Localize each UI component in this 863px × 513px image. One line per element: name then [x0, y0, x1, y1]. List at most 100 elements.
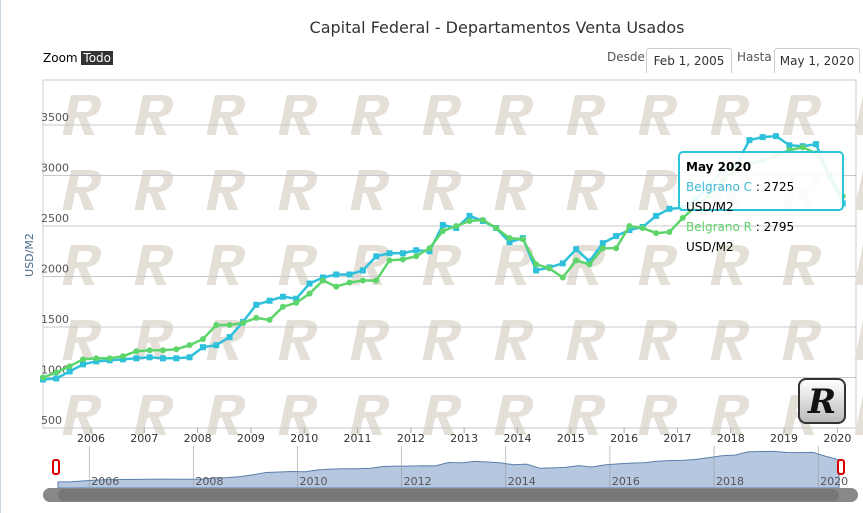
data-point	[293, 299, 300, 306]
data-point	[213, 342, 220, 349]
data-point	[533, 267, 540, 274]
navigator-tick-label: 2020	[820, 475, 848, 488]
tooltip-series-name: Belgrano C	[686, 180, 752, 194]
data-point	[133, 355, 140, 362]
data-point	[533, 261, 540, 268]
data-point	[679, 214, 686, 221]
data-point	[573, 257, 580, 264]
zoom-all-button[interactable]: Todo	[81, 51, 114, 65]
data-point	[53, 369, 60, 376]
data-point	[226, 321, 233, 328]
to-date-input[interactable]: May 1, 2020	[774, 48, 860, 73]
data-point	[653, 230, 660, 237]
data-point	[306, 280, 313, 287]
navigator-tick-label: 2016	[612, 475, 640, 488]
data-point	[453, 223, 460, 229]
watermark-icon	[566, 320, 605, 360]
data-point	[426, 245, 433, 252]
data-point	[586, 258, 593, 265]
from-label: Desde	[607, 50, 645, 64]
data-point	[333, 271, 340, 278]
x-tick-label: 2019	[770, 432, 798, 445]
data-point	[666, 205, 673, 212]
data-point	[399, 250, 406, 257]
data-point	[159, 347, 166, 354]
navigator-tick-label: 2018	[716, 475, 744, 488]
data-point	[466, 217, 473, 224]
x-tick-label: 2007	[130, 432, 158, 445]
data-point	[173, 355, 180, 362]
watermark-icon	[710, 245, 749, 285]
data-point	[386, 250, 393, 257]
data-point	[119, 353, 126, 360]
data-point	[506, 239, 513, 246]
data-point	[319, 277, 326, 284]
data-point	[319, 274, 326, 281]
y-tick-label: 2500	[41, 212, 69, 225]
data-point	[799, 144, 806, 151]
navigator-tick-label: 2010	[300, 475, 328, 488]
data-point	[413, 247, 420, 254]
y-tick-label: 500	[41, 414, 62, 427]
watermark-icon	[206, 395, 245, 435]
watermark-icon	[62, 170, 101, 210]
data-point	[359, 267, 366, 274]
data-point	[79, 361, 86, 368]
x-tick-label: 2010	[290, 432, 318, 445]
data-point	[439, 228, 446, 235]
data-point	[53, 375, 60, 382]
watermark-icon	[350, 320, 389, 360]
watermark-icon	[134, 395, 173, 435]
zoom-label: Zoom	[43, 51, 78, 65]
y-tick-label: 3500	[41, 111, 69, 124]
data-point	[66, 363, 73, 370]
scrollbar-thumb[interactable]	[58, 489, 839, 501]
x-tick-label: 2013	[450, 432, 478, 445]
data-point	[186, 342, 193, 349]
data-point	[626, 227, 633, 234]
data-point	[599, 240, 606, 247]
data-point	[186, 354, 193, 361]
watermark-icon	[422, 170, 461, 210]
watermark-icon	[134, 245, 173, 285]
watermark-icon	[278, 320, 317, 360]
navigator-handle	[837, 459, 845, 475]
x-tick-label: 2009	[237, 432, 265, 445]
data-point	[173, 346, 180, 353]
data-point	[773, 133, 780, 140]
data-point	[346, 279, 353, 286]
data-point	[386, 257, 393, 264]
x-tick-label: 2016	[610, 432, 638, 445]
navigator-handle	[52, 459, 60, 475]
x-tick-label: 2008	[184, 432, 212, 445]
data-point	[253, 301, 260, 308]
data-point	[199, 344, 206, 351]
watermark-icon	[278, 170, 317, 210]
from-date-input[interactable]: Feb 1, 2005	[646, 48, 732, 73]
watermark-icon	[422, 320, 461, 360]
data-point	[146, 354, 153, 361]
data-point	[626, 223, 633, 229]
data-point	[159, 355, 166, 362]
data-point	[559, 260, 566, 267]
data-point	[253, 314, 260, 321]
watermark-icon	[350, 395, 389, 435]
logo-button[interactable]: R	[798, 378, 846, 424]
data-point	[266, 316, 273, 323]
watermark-icon	[134, 170, 173, 210]
tooltip-value: : 2795 USD/M2	[686, 220, 795, 254]
data-point	[266, 297, 273, 304]
data-point	[279, 303, 286, 310]
watermark-icon	[710, 395, 749, 435]
data-point	[239, 319, 246, 326]
watermark-icon	[638, 245, 677, 285]
data-point	[759, 134, 766, 141]
data-point	[599, 245, 606, 252]
data-point	[813, 141, 820, 148]
watermark-icon	[638, 170, 677, 210]
x-tick-label: 2018	[717, 432, 745, 445]
watermark-icon	[350, 245, 389, 285]
data-point	[213, 321, 220, 328]
data-point	[586, 261, 593, 268]
data-point	[573, 246, 580, 253]
